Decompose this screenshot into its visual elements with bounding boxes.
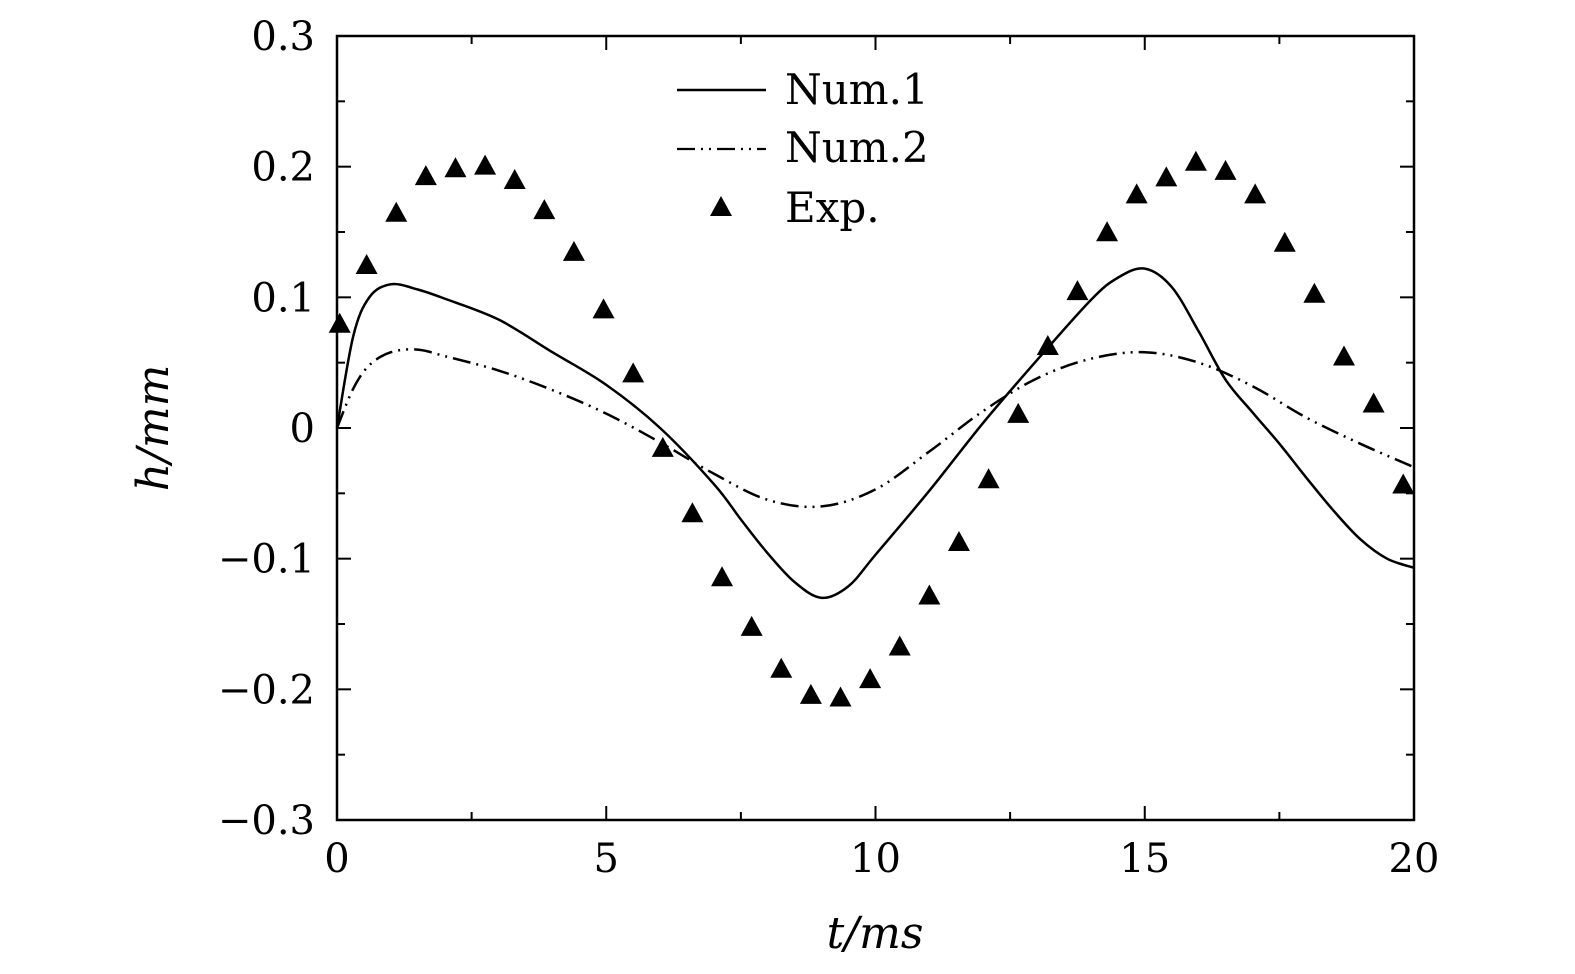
data-point	[1007, 402, 1030, 423]
data-point	[622, 362, 645, 383]
data-point	[1244, 183, 1267, 204]
data-point	[1273, 231, 1296, 252]
data-point	[1303, 282, 1326, 303]
data-point	[562, 240, 585, 261]
axis-ticks	[336, 35, 1415, 821]
data-point	[1036, 334, 1059, 355]
data-point	[711, 566, 734, 587]
data-point	[859, 668, 882, 689]
data-point	[355, 253, 378, 274]
data-point	[829, 686, 852, 707]
legend-label-num2: Num.2	[785, 123, 929, 172]
data-point	[770, 657, 793, 678]
data-point	[1214, 159, 1237, 180]
x-tick-label: 15	[1119, 836, 1170, 882]
data-point	[1362, 392, 1385, 413]
series-num2	[335, 348, 1415, 509]
y-tick-label: 0	[290, 406, 315, 452]
data-point	[1066, 280, 1089, 301]
legend-label-num1: Num.1	[785, 65, 929, 114]
y-tick-label: 0.2	[251, 145, 315, 191]
data-point	[533, 199, 556, 220]
data-point	[681, 502, 704, 523]
data-point	[328, 312, 351, 333]
y-tick-label: −0.2	[218, 667, 315, 713]
data-point	[385, 201, 408, 222]
legend: Num.1 Num.2 Exp.	[677, 65, 929, 232]
data-point	[1125, 183, 1148, 204]
data-point	[414, 165, 437, 186]
data-point	[1155, 166, 1178, 187]
x-tick-label: 5	[594, 836, 619, 882]
x-tick-label: 10	[850, 836, 901, 882]
data-point	[1332, 345, 1355, 366]
y-tick-label: 0.3	[251, 14, 315, 60]
y-tick-labels: −0.3 −0.2 −0.1 0 0.1 0.2 0.3	[218, 14, 315, 844]
data-point	[977, 468, 1000, 489]
data-point	[740, 615, 763, 636]
y-tick-label: −0.1	[218, 537, 315, 583]
data-point	[918, 584, 941, 605]
x-tick-label: 20	[1389, 836, 1440, 882]
series-exp	[328, 150, 1415, 707]
x-tick-label: 0	[324, 836, 349, 882]
legend-label-exp: Exp.	[785, 183, 880, 232]
data-point	[592, 298, 615, 319]
data-point	[1096, 221, 1119, 242]
x-tick-labels: 0 5 10 15 20	[324, 836, 1439, 882]
data-point	[888, 635, 911, 656]
data-point	[799, 683, 822, 704]
series-layer	[328, 150, 1415, 707]
x-axis-label: t/ms	[827, 908, 924, 959]
data-point	[947, 530, 970, 551]
data-point	[503, 169, 526, 190]
data-point	[651, 436, 674, 457]
y-tick-label: −0.3	[218, 798, 315, 844]
legend-swatch-exp	[710, 196, 732, 216]
data-point	[444, 157, 467, 178]
data-point	[1392, 473, 1415, 494]
data-point	[474, 154, 497, 175]
series-line	[335, 267, 1415, 600]
data-point	[1184, 150, 1207, 171]
series-line	[335, 348, 1415, 509]
series-num1	[335, 267, 1415, 600]
y-axis-label: h/mm	[128, 365, 179, 492]
y-tick-label: 0.1	[251, 275, 315, 321]
